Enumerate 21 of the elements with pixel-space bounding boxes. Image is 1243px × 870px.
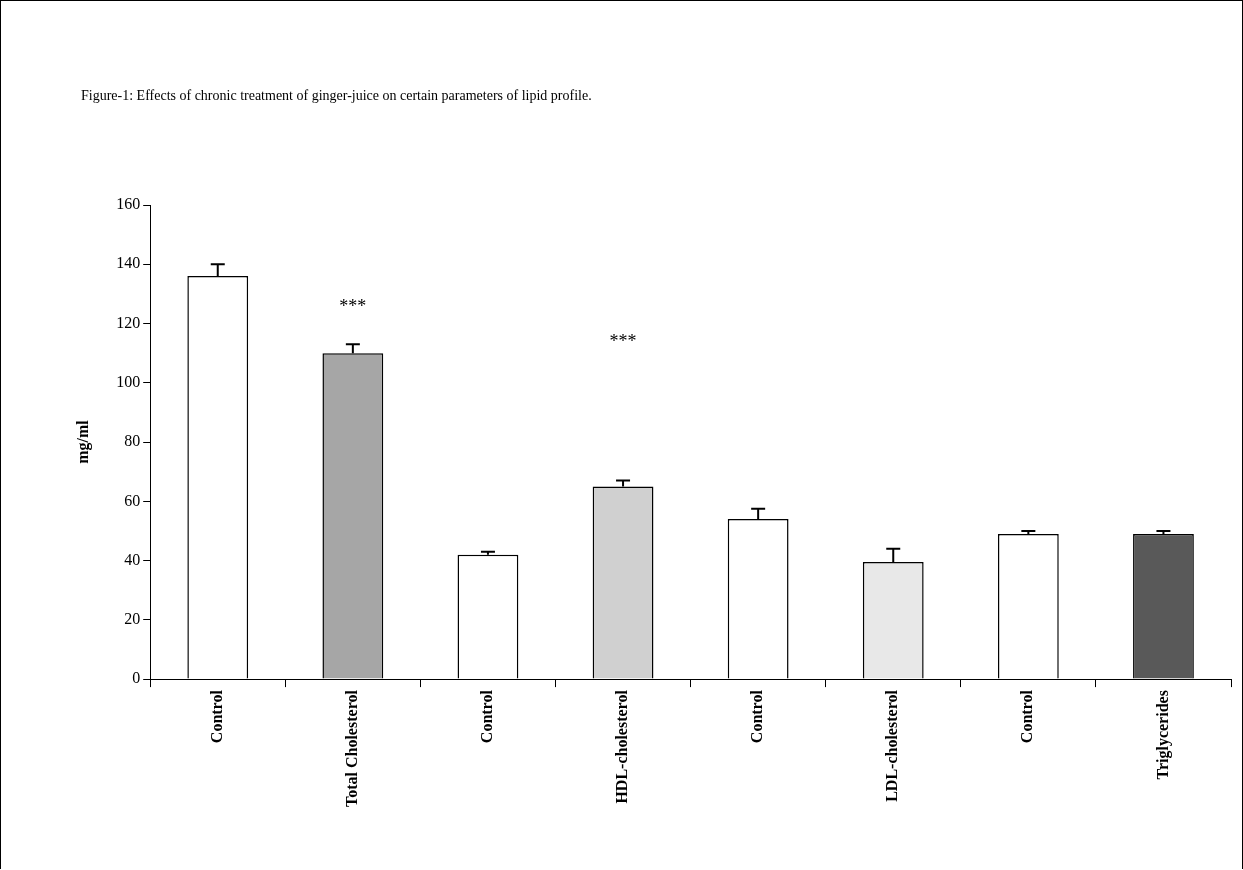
y-tick-label: 20 [124,610,141,628]
y-tick-label: 100 [116,372,141,390]
y-axis-title: mg/ml [73,419,92,464]
x-tick-label: Control [478,689,496,744]
y-tick-label: 160 [116,195,141,213]
y-tick-label: 140 [116,254,141,272]
annotation: *** [339,295,367,316]
x-tick-label: Triglycerides [1153,690,1172,780]
y-tick-label: 40 [124,550,141,568]
x-tick-label: Total Cholesterol [342,689,360,807]
y-tick-label: 80 [124,432,141,450]
chart-title: Figure-1: Effects of chronic treatment of ginger-juice on certain parameters of lipid profile. [81,88,592,104]
annotation: *** [609,331,637,352]
y-tick-label: 120 [116,313,141,331]
x-tick-label: Control [207,689,225,744]
x-tick-label: HDL-cholesterol [613,689,631,804]
x-tick-label: LDL-cholesterol [883,689,901,802]
y-tick-label: 0 [132,669,141,687]
x-tick-label: Control [1018,689,1036,744]
y-tick-label: 60 [124,491,141,509]
x-tick-label: Control [748,689,766,744]
